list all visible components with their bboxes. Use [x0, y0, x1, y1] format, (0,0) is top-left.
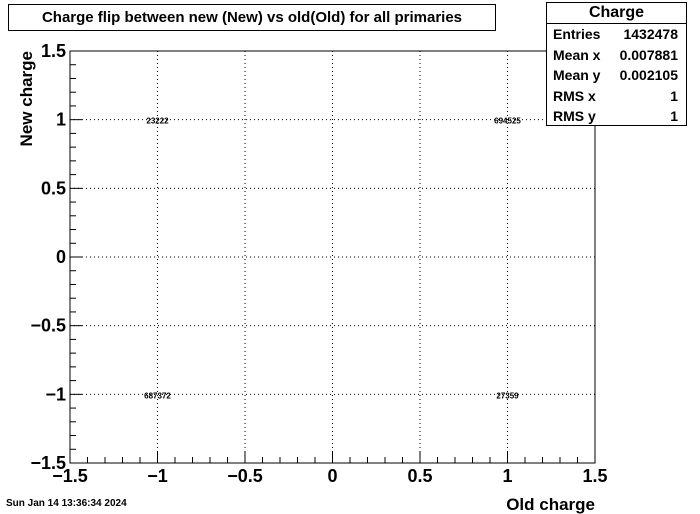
- y-tick-label: 0.5: [41, 178, 66, 198]
- stats-row-rms-x: RMS x 1: [547, 86, 686, 107]
- stats-title: Charge: [547, 3, 686, 24]
- cell-label: 27359: [496, 391, 519, 400]
- x-tick-label: −0.5: [227, 466, 263, 486]
- stats-key: Mean x: [553, 46, 601, 63]
- tick-labels: −1.5 −1 −0.5 0 0.5 1 1.5 1.5 1 0.5 0 −0.5 −1 −1.5: [30, 41, 607, 486]
- stats-box: Charge Entries 1432478 Mean x 0.007881 M…: [546, 2, 687, 126]
- stats-value: 1432478: [623, 26, 678, 42]
- y-tick-label: −0.5: [30, 316, 66, 336]
- x-tick-label: 0: [327, 466, 337, 486]
- y-tick-label: 1.5: [41, 41, 66, 61]
- cell-label: 23222: [146, 117, 169, 126]
- chart-title: Charge flip between new (New) vs old(Old…: [8, 4, 496, 31]
- plot-frame: [69, 50, 596, 464]
- axis-ticks: [69, 50, 596, 464]
- cell-label: 694525: [494, 117, 521, 126]
- stats-key: RMS x: [553, 87, 596, 104]
- timestamp: Sun Jan 14 13:36:34 2024: [6, 498, 127, 509]
- stats-row-rms-y: RMS y 1: [547, 106, 686, 127]
- grid-lines: [70, 51, 595, 463]
- stats-row-mean-x: Mean x 0.007881: [547, 45, 686, 66]
- stats-key: Mean y: [553, 67, 601, 84]
- y-tick-label: 1: [56, 110, 66, 130]
- y-tick-label: −1.5: [30, 453, 66, 473]
- x-tick-label: −1.5: [52, 466, 88, 486]
- stats-row-mean-y: Mean y 0.002105: [547, 65, 686, 86]
- cell-labels: 23222 694525 687372 27359: [144, 117, 521, 401]
- stats-value: 0.002105: [619, 67, 678, 84]
- stats-key: Entries: [553, 26, 601, 42]
- y-tick-label: 0: [56, 247, 66, 267]
- stats-value: 1: [670, 87, 678, 104]
- x-axis-label: Old charge: [506, 495, 595, 514]
- stats-value: 0.007881: [619, 46, 678, 63]
- x-tick-label: 0.5: [407, 466, 432, 486]
- cell-label: 687372: [144, 391, 171, 400]
- stats-row-entries: Entries 1432478: [547, 24, 686, 45]
- stats-value: 1: [670, 108, 678, 125]
- x-tick-label: −1: [147, 466, 168, 486]
- stats-key: RMS y: [553, 108, 596, 125]
- y-tick-label: −1: [45, 384, 66, 404]
- y-axis-label: New charge: [17, 51, 36, 146]
- x-tick-label: 1: [502, 466, 512, 486]
- x-tick-label: 1.5: [582, 466, 607, 486]
